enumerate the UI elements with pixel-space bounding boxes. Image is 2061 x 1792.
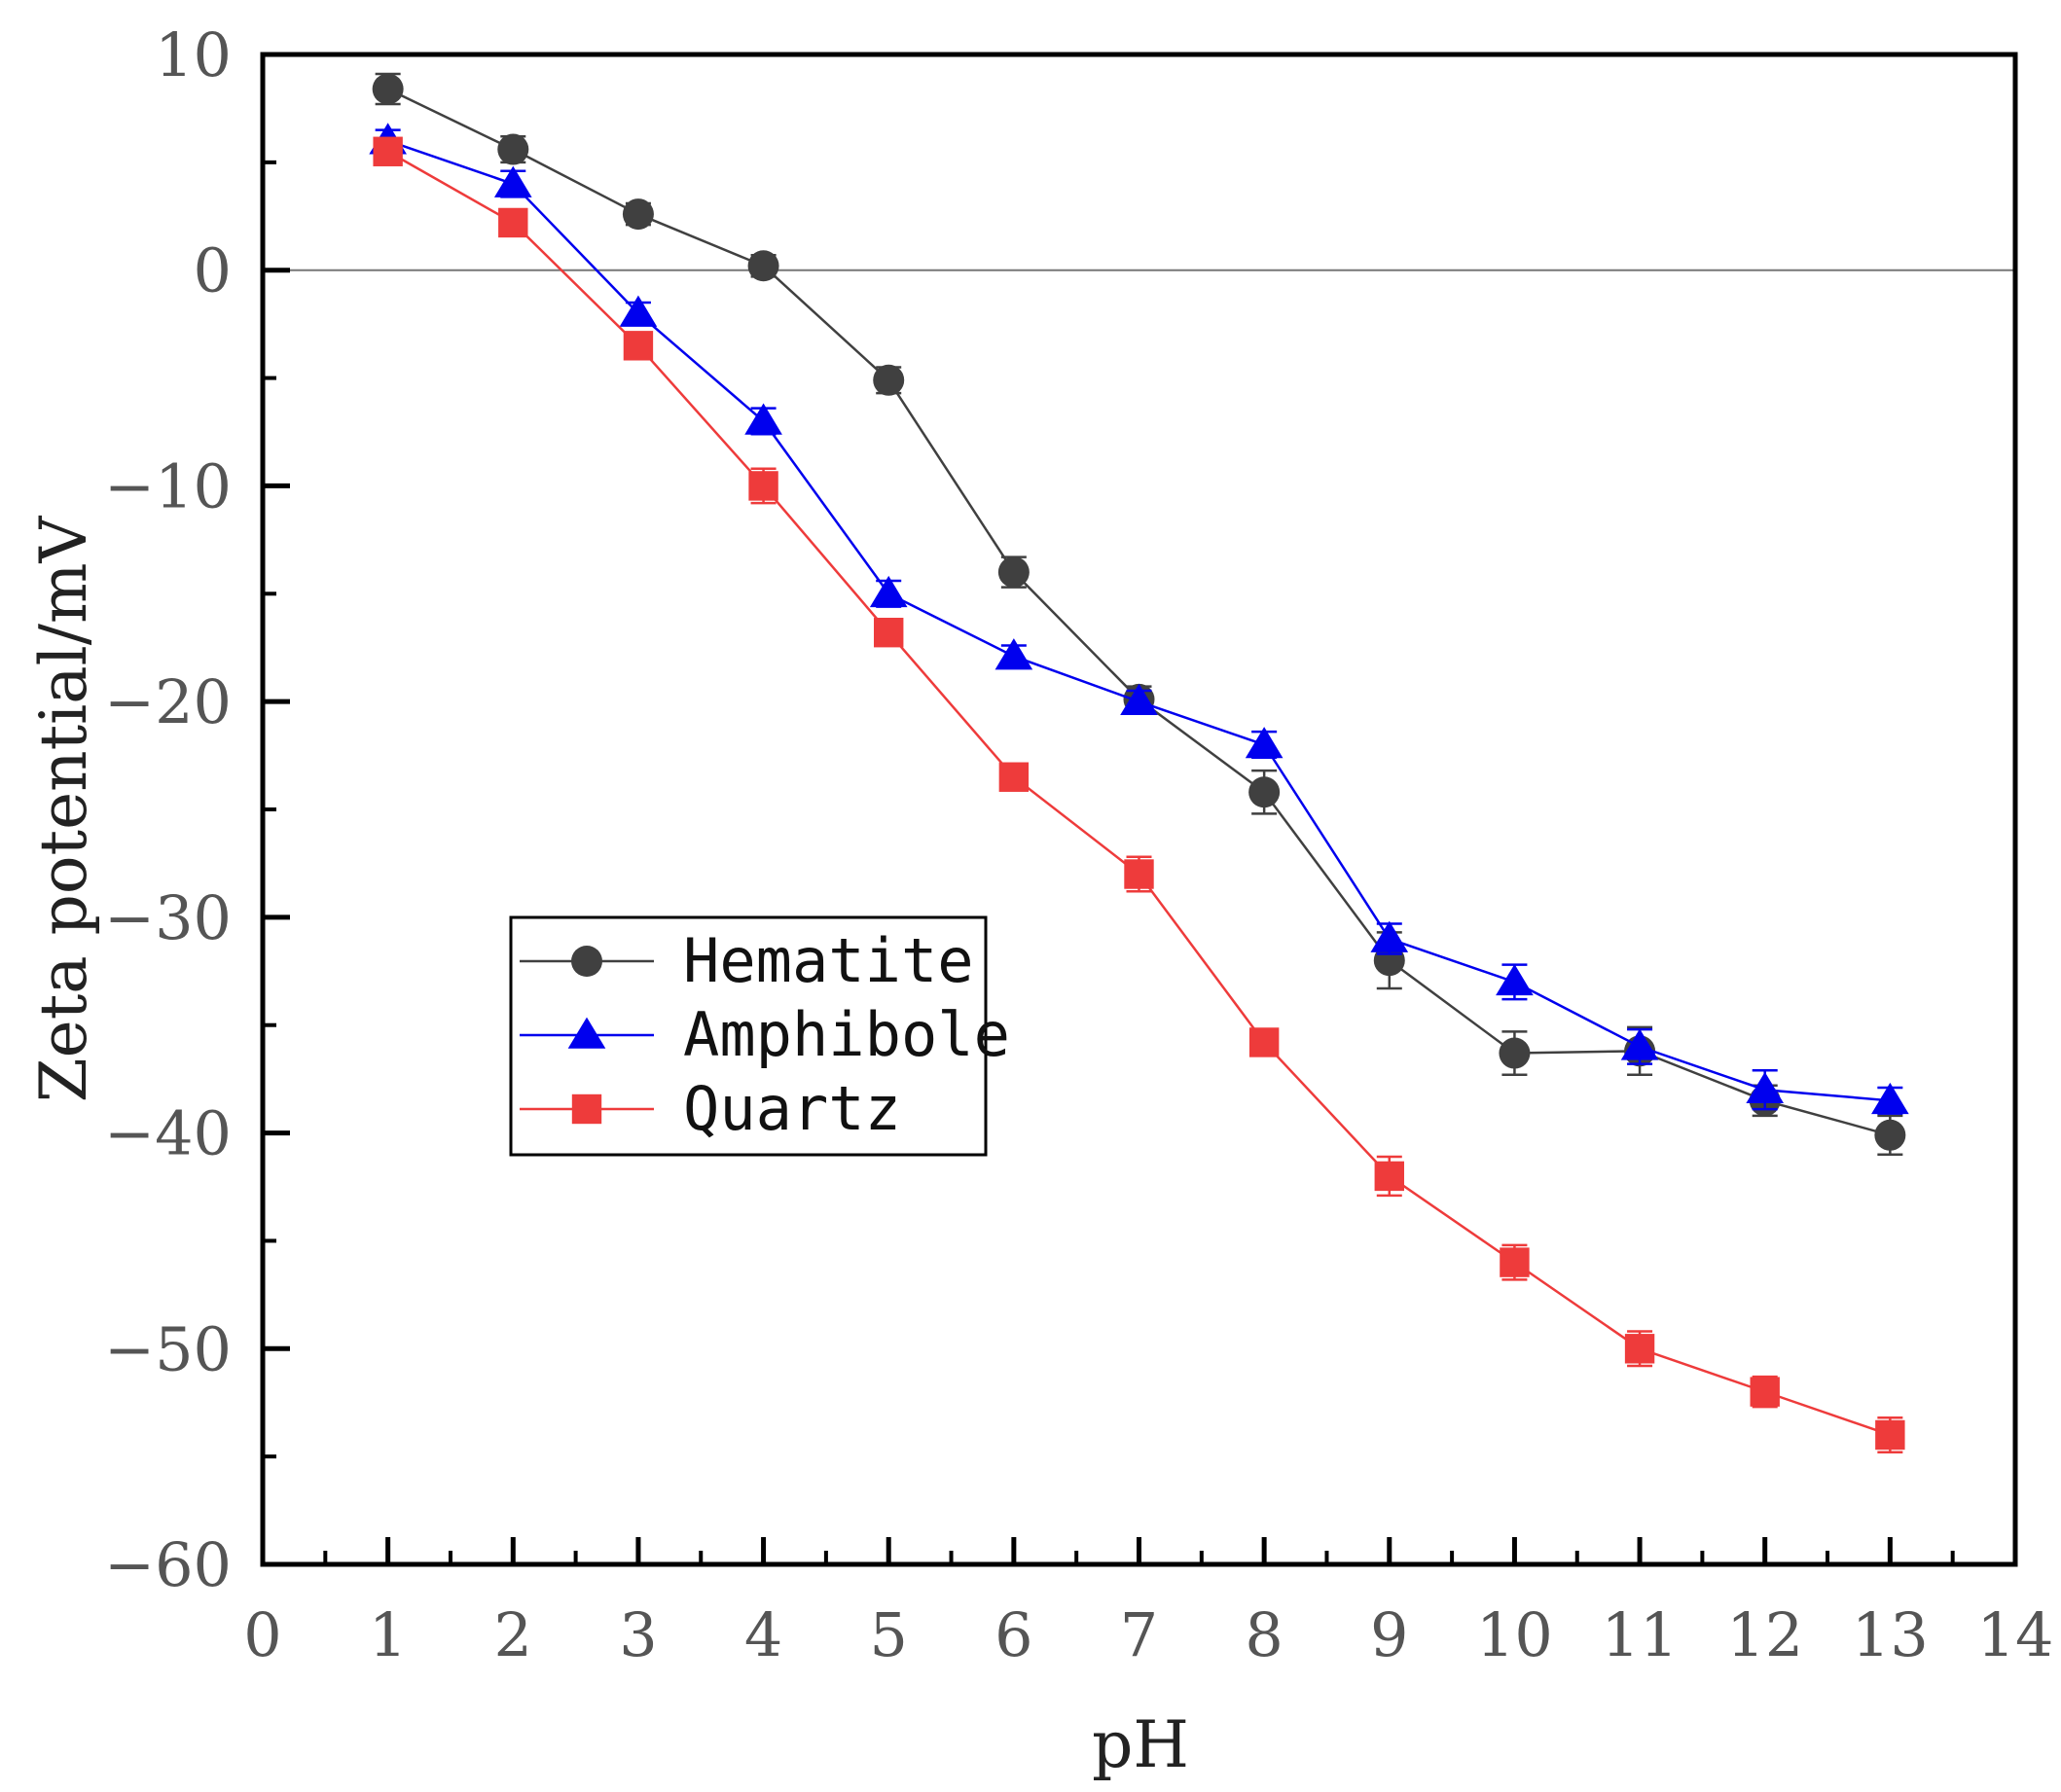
data-point (1750, 1377, 1780, 1407)
legend-label: Quartz (683, 1073, 901, 1144)
x-tick-label: 12 (1726, 1599, 1803, 1670)
x-tick-label: 1 (369, 1599, 407, 1670)
data-point (1499, 1037, 1531, 1069)
data-point (1496, 963, 1534, 996)
data-point (994, 638, 1033, 670)
data-point (1248, 776, 1281, 808)
data-point (1746, 1071, 1785, 1104)
x-tick-label: 3 (619, 1599, 657, 1670)
data-point (372, 73, 404, 105)
series-hematite (372, 72, 1906, 1156)
data-point (747, 250, 779, 282)
data-point (1373, 945, 1405, 977)
data-point (1248, 1027, 1280, 1057)
y-tick-label: −40 (104, 1098, 232, 1169)
data-point (744, 403, 782, 435)
y-tick-label: 0 (194, 235, 232, 306)
data-point (493, 165, 532, 197)
legend-label: Hematite (683, 925, 974, 996)
legend-label: Amphibole (683, 999, 1010, 1070)
data-point (1624, 1334, 1655, 1364)
x-axis-title: pH (1092, 1707, 1189, 1782)
data-point (1875, 1419, 1905, 1451)
series-layer (369, 72, 1909, 1453)
data-point (1871, 1082, 1909, 1115)
data-point (619, 295, 658, 327)
data-point (874, 617, 904, 648)
y-tick-label: −20 (104, 666, 232, 737)
legend-marker (571, 1093, 602, 1125)
data-point (1374, 1161, 1404, 1192)
data-point (998, 762, 1030, 792)
x-tick-label: 11 (1602, 1599, 1679, 1670)
data-point (1124, 859, 1154, 889)
y-tick-label: −10 (104, 450, 232, 521)
series-quartz (373, 136, 1905, 1453)
data-point (873, 364, 905, 396)
y-axis: 10 0 −10 −20 −30 −40 −50 −60 (104, 19, 290, 1600)
data-point (622, 198, 654, 231)
data-point (748, 471, 778, 501)
y-tick-label: −30 (104, 882, 232, 953)
data-point (1620, 1028, 1659, 1060)
y-axis-title: Zeta potential/mV (26, 515, 101, 1102)
data-point (869, 575, 908, 608)
data-point (1120, 683, 1158, 715)
y-tick-label: 10 (155, 19, 232, 90)
data-point (497, 133, 529, 165)
data-point (1245, 727, 1284, 759)
x-tick-label: 13 (1852, 1599, 1929, 1670)
x-tick-label: 5 (869, 1599, 907, 1670)
y-tick-label: −60 (104, 1529, 232, 1600)
x-tick-label: 8 (1245, 1599, 1283, 1670)
x-axis: 0 1 2 3 4 5 6 7 8 9 10 11 12 13 14 (243, 1537, 2053, 1670)
x-tick-label: 9 (1370, 1599, 1408, 1670)
data-point (1500, 1247, 1530, 1277)
y-tick-label: −50 (104, 1313, 232, 1384)
data-point (373, 136, 403, 166)
x-tick-label: 14 (1977, 1599, 2054, 1670)
data-point (1370, 920, 1409, 952)
series-amphibole (369, 123, 1909, 1115)
x-tick-label: 2 (494, 1599, 532, 1670)
data-point (623, 331, 654, 361)
x-tick-label: 0 (243, 1599, 281, 1670)
data-point (498, 207, 528, 238)
x-tick-label: 10 (1476, 1599, 1553, 1670)
data-point (1874, 1119, 1906, 1151)
x-tick-label: 6 (994, 1599, 1032, 1670)
data-point (997, 556, 1030, 589)
legend-marker (567, 1017, 606, 1049)
legend-marker (571, 946, 602, 977)
x-tick-label: 4 (744, 1599, 782, 1670)
x-tick-label: 7 (1120, 1599, 1158, 1670)
